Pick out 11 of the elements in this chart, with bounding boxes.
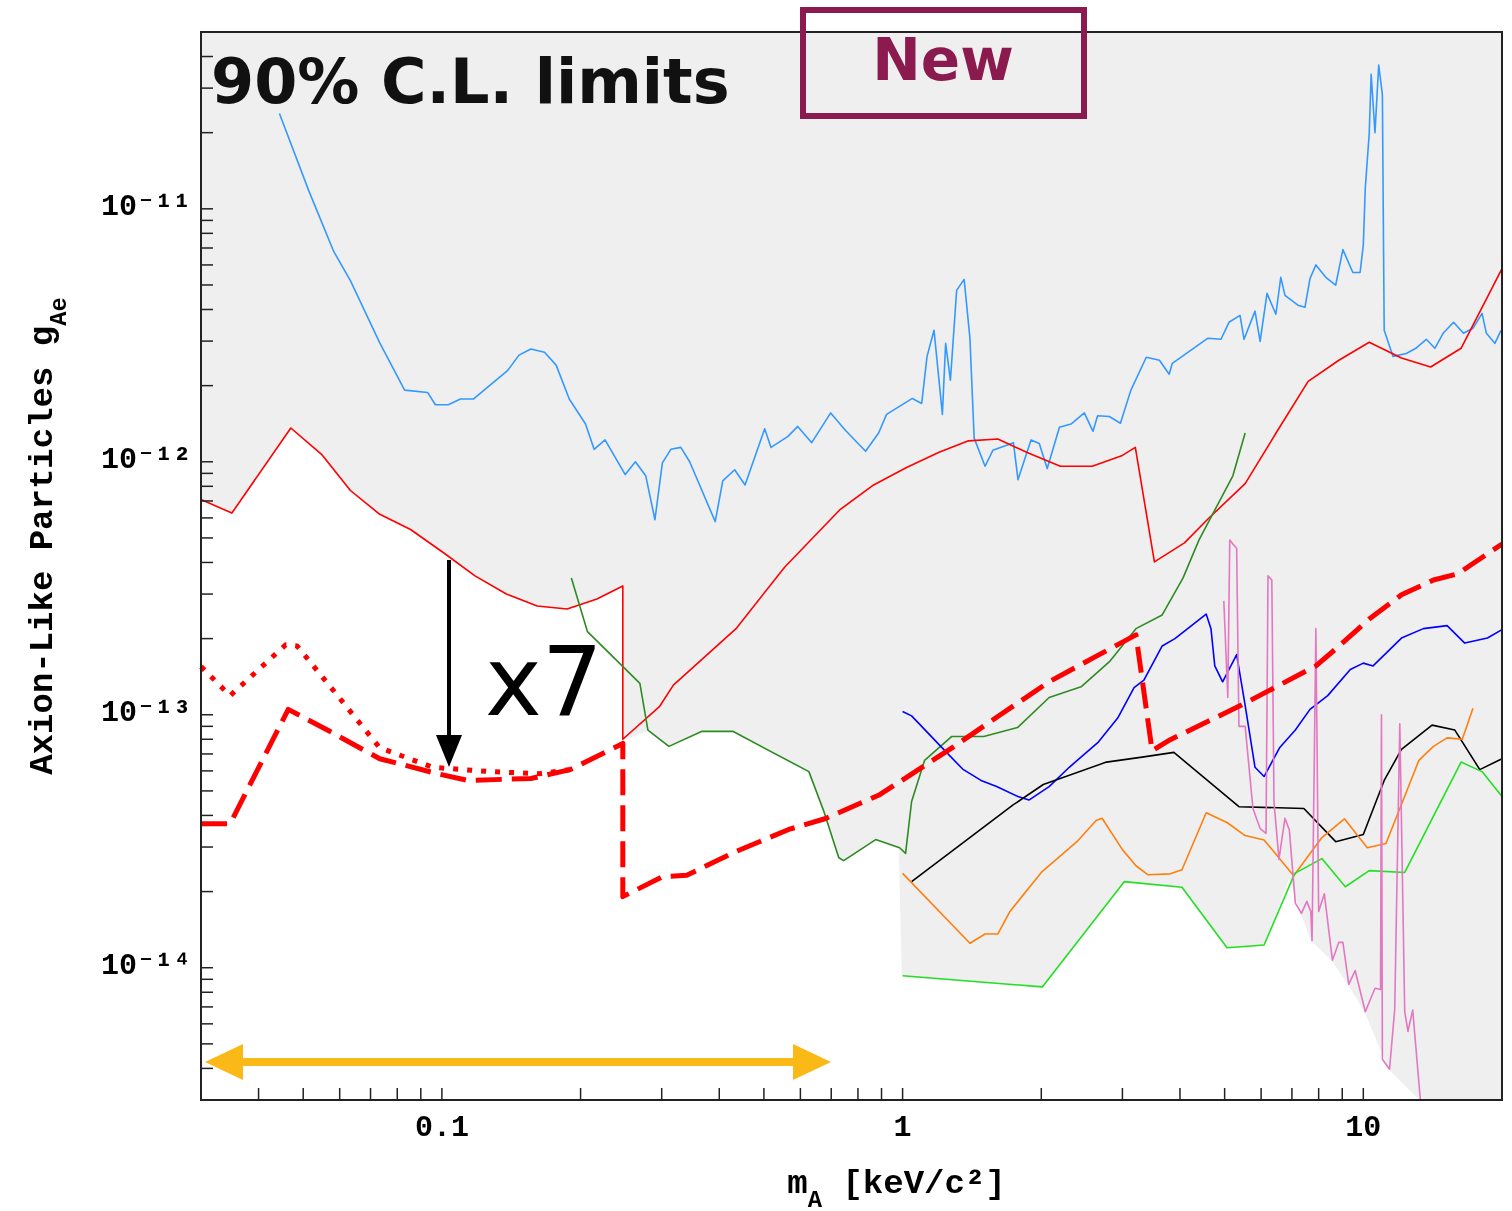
chart-title: 90% C.L. limits xyxy=(211,45,730,118)
y-tick-label: 10⁻¹³ xyxy=(100,695,191,730)
annotation: New xyxy=(872,26,1014,94)
x-tick-label: 0.1 xyxy=(414,1111,469,1145)
y-tick-label: 10⁻¹⁴ xyxy=(100,948,191,983)
y-tick-label: 10⁻¹¹ xyxy=(100,189,191,224)
annotation: x7 xyxy=(485,626,603,738)
x-tick-label: 1 xyxy=(893,1111,912,1145)
y-tick-label: 10⁻¹² xyxy=(100,442,191,477)
x-tick-label: 10 xyxy=(1345,1111,1382,1145)
x-axis-title: m$_{A}$ [keV/c²] xyxy=(787,1165,1006,1211)
